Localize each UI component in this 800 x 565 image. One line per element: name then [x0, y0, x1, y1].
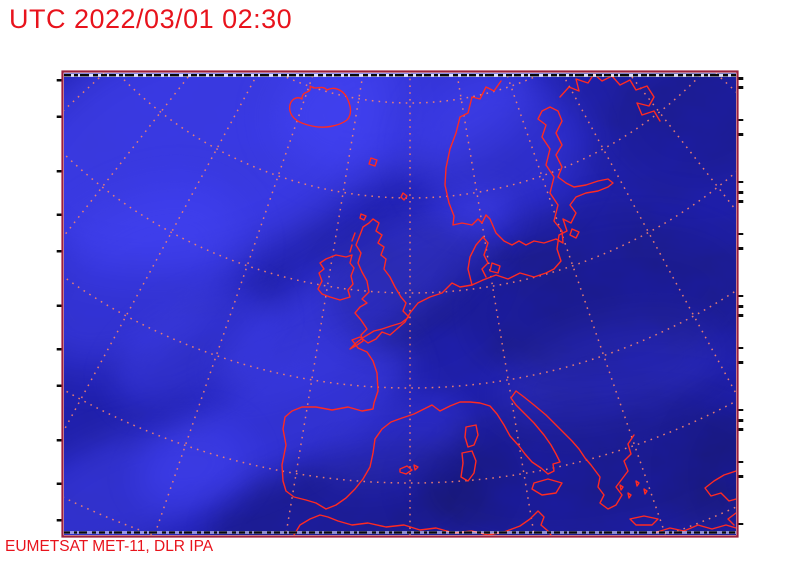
timestamp-label: UTC 2022/03/01 02:30 [9, 4, 293, 34]
satellite-map [56, 70, 744, 538]
satellite-image-background [64, 73, 736, 535]
credit-label: EUMETSAT MET-11, DLR IPA [5, 538, 214, 555]
cloud-noise-texture [64, 73, 736, 535]
